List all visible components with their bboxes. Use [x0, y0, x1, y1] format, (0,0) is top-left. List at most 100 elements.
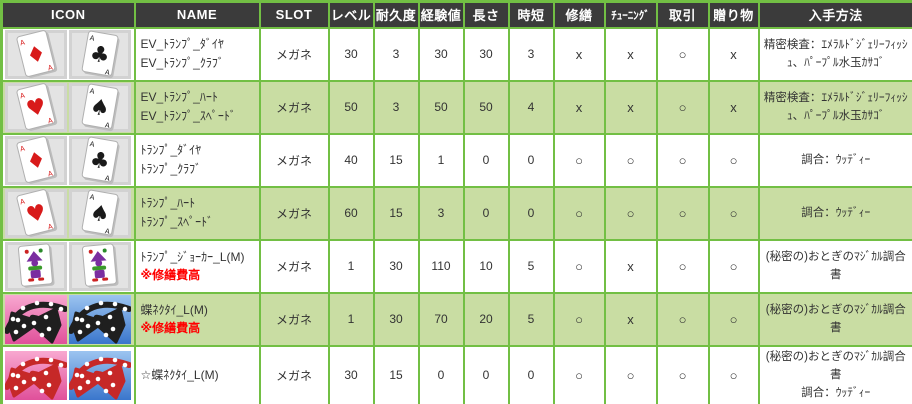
cell-trade-flag: ○	[655, 79, 710, 135]
cell-name: EV_ﾄﾗﾝﾌﾟ_ﾀﾞｲﾔ EV_ﾄﾗﾝﾌﾟ_ｸﾗﾌﾞ	[133, 26, 261, 82]
cell-repair-flag: ○	[552, 291, 606, 347]
cell-name: EV_ﾄﾗﾝﾌﾟ_ﾊｰﾄ EV_ﾄﾗﾝﾌﾟ_ｽﾍﾟｰﾄﾞ	[133, 79, 261, 135]
cell-time-reduction: 5	[507, 238, 555, 294]
cell-exp: 0	[417, 344, 465, 404]
svg-text:A: A	[89, 87, 95, 96]
cell-exp: 50	[417, 79, 465, 135]
cell-length: 20	[462, 291, 510, 347]
cell-trade-flag: ○	[655, 344, 710, 404]
card-joker-icon	[69, 241, 132, 291]
obtain-method-line: 精密検査：ｴﾒﾗﾙﾄﾞｼﾞｪﾘｰﾌｨｯｼｭ、ﾊﾟｰﾌﾟﾙ水玉ｶｻｺﾞ	[763, 91, 908, 122]
card-ace-diamond-icon: ♦ A A	[5, 29, 68, 79]
cell-slot: メガネ	[258, 79, 330, 135]
cell-obtain-method: 精密検査：ｴﾒﾗﾙﾄﾞｼﾞｪﾘｰﾌｨｯｼｭ、ﾊﾟｰﾌﾟﾙ水玉ｶｻｺﾞ	[757, 26, 912, 82]
cell-gift-flag: ○	[707, 291, 760, 347]
cell-obtain-method: 調合：ｳｯﾃﾞｨｰ	[757, 132, 912, 188]
cell-tuning-flag: x	[603, 79, 658, 135]
obtain-method-line: 調合：ｳｯﾃﾞｨｰ	[801, 206, 871, 219]
cell-exp: 70	[417, 291, 465, 347]
cell-exp: 30	[417, 26, 465, 82]
card-ace-spade-icon: ♠ A A	[69, 188, 132, 238]
item-name-line: EV_ﾄﾗﾝﾌﾟ_ﾀﾞｲﾔ	[140, 37, 224, 52]
cell-obtain-method: (秘密の)おとぎのﾏｼﾞｶﾙ調合書	[757, 291, 912, 347]
column-header-3: レベル	[327, 0, 375, 29]
cell-slot: メガネ	[258, 291, 330, 347]
repair-cost-note: ※修繕費高	[140, 267, 201, 282]
item-name-line: ﾄﾗﾝﾌﾟ_ｸﾗﾌﾞ	[140, 162, 202, 176]
cell-icon	[0, 291, 136, 347]
cell-obtain-method: (秘密の)おとぎのﾏｼﾞｶﾙ調合書	[757, 238, 912, 294]
cell-name: ☆蝶ﾈｸﾀｲ_L(M)	[133, 344, 261, 404]
cell-obtain-method: 精密検査：ｴﾒﾗﾙﾄﾞｼﾞｪﾘｰﾌｨｯｼｭ、ﾊﾟｰﾌﾟﾙ水玉ｶｻｺﾞ	[757, 79, 912, 135]
cell-slot: メガネ	[258, 185, 330, 241]
card-ace-heart-icon: ♥ A A	[5, 188, 68, 238]
column-header-8: 修繕	[552, 0, 606, 29]
svg-text:♠: ♠	[88, 94, 112, 122]
cell-time-reduction: 5	[507, 291, 555, 347]
obtain-method-line: (秘密の)おとぎのﾏｼﾞｶﾙ調合書	[765, 303, 906, 334]
cell-time-reduction: 0	[507, 344, 555, 404]
icon-group: ♦ A A ♣ A A	[4, 29, 133, 79]
cell-durability: 3	[372, 79, 420, 135]
obtain-method-line: 調合：ｳｯﾃﾞｨｰ	[801, 153, 871, 166]
svg-text:A: A	[105, 68, 111, 77]
table-row: ﾄﾗﾝﾌﾟ_ｼﾞｮｰｶｰ_L(M) ※修繕費高 メガネ 1 30 110 10 5 ○ x ○ ○ (秘…	[0, 238, 912, 294]
obtain-method-line: (秘密の)おとぎのﾏｼﾞｶﾙ調合書	[765, 350, 906, 381]
cell-name: ﾄﾗﾝﾌﾟ_ｼﾞｮｰｶｰ_L(M) ※修繕費高	[133, 238, 261, 294]
column-header-11: 贈り物	[707, 0, 760, 29]
cell-level: 60	[327, 185, 375, 241]
item-name-line: EV_ﾄﾗﾝﾌﾟ_ﾊｰﾄ	[140, 90, 218, 105]
cell-tuning-flag: ○	[603, 344, 658, 404]
cell-tuning-flag: x	[603, 291, 658, 347]
cell-repair-flag: ○	[552, 132, 606, 188]
card-ace-club-icon: ♣ A A	[69, 29, 132, 79]
obtain-method-line: (秘密の)おとぎのﾏｼﾞｶﾙ調合書	[765, 250, 906, 281]
cell-repair-flag: ○	[552, 238, 606, 294]
item-name-line: EV_ﾄﾗﾝﾌﾟ_ｽﾍﾟｰﾄﾞ	[140, 109, 236, 123]
cell-durability: 15	[372, 132, 420, 188]
cell-durability: 30	[372, 291, 420, 347]
table-row: ☆蝶ﾈｸﾀｲ_L(M) メガネ 30 15 0 0 0 ○ ○ ○ ○ (秘密の)おとぎのﾏｼﾞｶﾙ調…	[0, 344, 912, 404]
cell-slot: メガネ	[258, 238, 330, 294]
column-header-9: ﾁｭｰﾆﾝｸﾞ	[603, 0, 658, 29]
cell-trade-flag: ○	[655, 291, 710, 347]
svg-text:A: A	[105, 227, 111, 236]
cell-gift-flag: x	[707, 26, 760, 82]
card-ace-diamond-icon: ♦ A A	[5, 135, 68, 185]
cell-time-reduction: 4	[507, 79, 555, 135]
cell-icon: ♦ A A ♣ A A	[0, 132, 136, 188]
icon-group: ♥ A A ♠ A A	[4, 188, 133, 238]
cell-level: 1	[327, 238, 375, 294]
cell-trade-flag: ○	[655, 185, 710, 241]
cell-level: 30	[327, 344, 375, 404]
cell-obtain-method: (秘密の)おとぎのﾏｼﾞｶﾙ調合書調合：ｳｯﾃﾞｨｰ	[757, 344, 912, 404]
column-header-1: NAME	[133, 0, 261, 29]
cell-trade-flag: ○	[655, 238, 710, 294]
cell-tuning-flag: ○	[603, 132, 658, 188]
cell-repair-flag: x	[552, 26, 606, 82]
table-row: ♦ A A ♣ A A EV_ﾄﾗﾝﾌﾟ_ﾀﾞｲﾔ EV_ﾄﾗﾝﾌﾟ_ｸﾗﾌﾞ メガ…	[0, 26, 912, 82]
svg-text:♣: ♣	[88, 41, 112, 69]
item-name-line: ﾄﾗﾝﾌﾟ_ﾊｰﾄ	[140, 196, 196, 211]
cell-level: 40	[327, 132, 375, 188]
repair-cost-note: ※修繕費高	[140, 320, 201, 335]
cell-exp: 110	[417, 238, 465, 294]
card-ace-heart-icon: ♥ A A	[5, 82, 68, 132]
cell-trade-flag: ○	[655, 26, 710, 82]
column-header-12: 入手方法	[757, 0, 912, 29]
item-name-line: ﾄﾗﾝﾌﾟ_ｼﾞｮｰｶｰ_L(M)	[140, 250, 245, 264]
cell-gift-flag: ○	[707, 344, 760, 404]
cell-tuning-flag: x	[603, 26, 658, 82]
cell-durability: 30	[372, 238, 420, 294]
cell-tuning-flag: ○	[603, 185, 658, 241]
table-row: 蝶ﾈｸﾀｲ_L(M) ※修繕費高 メガネ 1 30 70 20 5 ○ x ○ ○ (秘密の)おとぎのﾏ…	[0, 291, 912, 347]
column-header-5: 経験値	[417, 0, 465, 29]
svg-text:A: A	[47, 116, 54, 125]
cell-length: 30	[462, 26, 510, 82]
icon-group: ♦ A A ♣ A A	[4, 135, 133, 185]
cell-time-reduction: 0	[507, 185, 555, 241]
cell-durability: 3	[372, 26, 420, 82]
obtain-method-line: 調合：ｳｯﾃﾞｨｰ	[801, 387, 871, 400]
